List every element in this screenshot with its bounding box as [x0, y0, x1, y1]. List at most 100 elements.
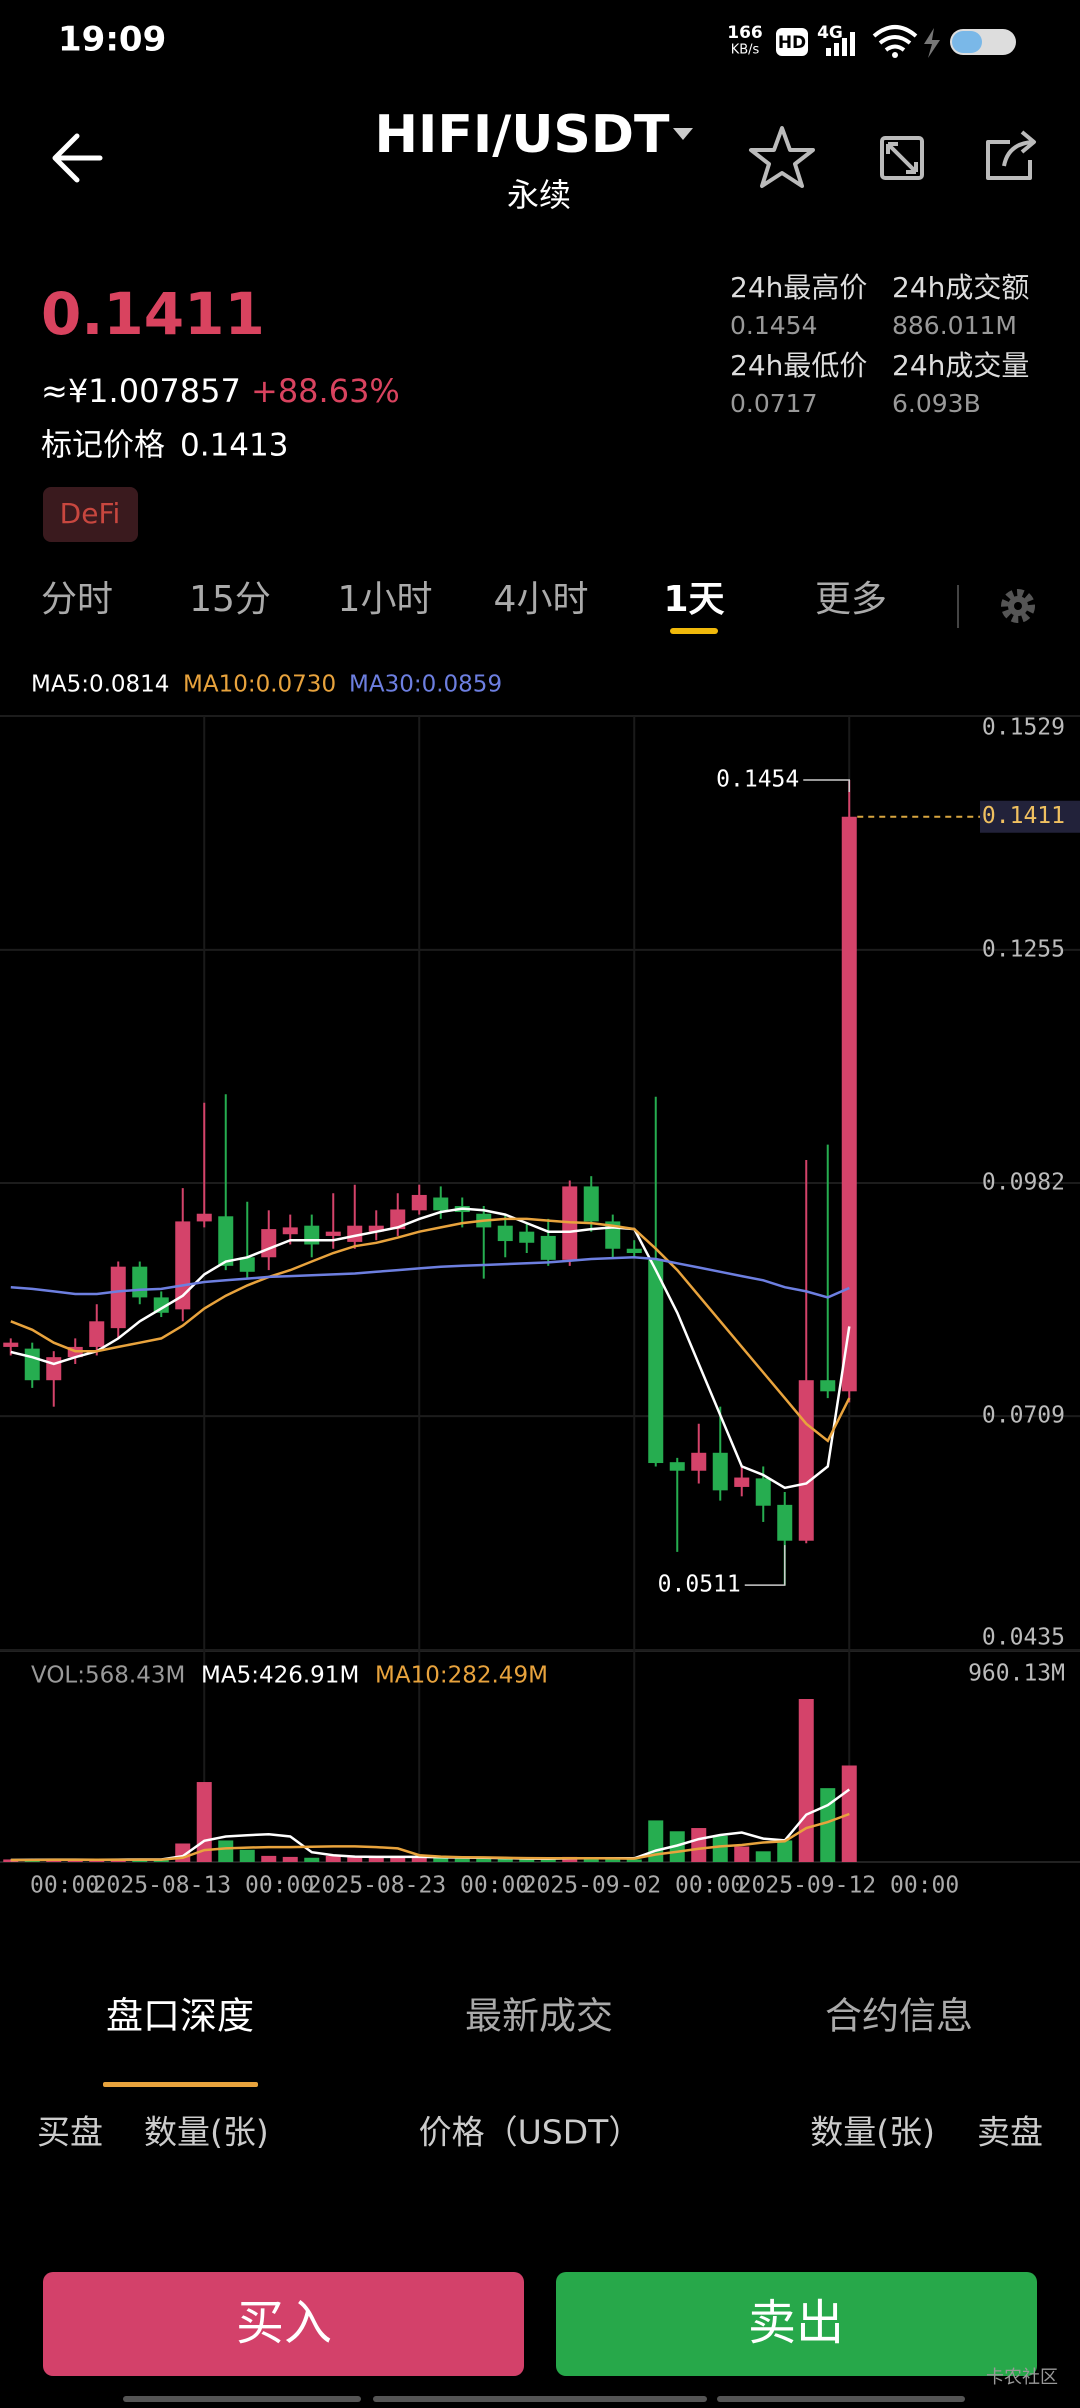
x-tick-label: 2025-08-23 00:00 [308, 1873, 530, 1899]
low-label: 0.0511 [658, 1572, 741, 1598]
favorite-button[interactable] [749, 126, 815, 188]
volume-bar [497, 1858, 513, 1862]
stat-value: 0.1454 [730, 311, 817, 340]
ma-legend: MA5:0.0814 [31, 672, 169, 698]
mark-price-label: 标记价格 [41, 428, 165, 464]
volume-legend: VOL:568.43M [31, 1663, 185, 1689]
candle-body [368, 1225, 384, 1232]
nav-bar [123, 2396, 361, 2402]
stat-value: 6.093B [892, 389, 981, 418]
book-tab[interactable]: 合约信息 [825, 1995, 973, 2038]
x-tick-label: 2025-09-12 00:00 [738, 1873, 960, 1899]
signal-bar [850, 32, 855, 56]
volume-bar [325, 1855, 341, 1862]
candle-body [777, 1504, 793, 1541]
candle-body [691, 1452, 707, 1471]
candle-body [282, 1227, 298, 1235]
interval-tab[interactable]: 4小时 [494, 579, 589, 620]
last-price: 0.1411 [41, 280, 265, 348]
stat-label: 24h最高价 [730, 271, 867, 304]
book-header: 买盘 [37, 2113, 103, 2152]
x-tick-label: 2025-09-02 00:00 [523, 1873, 745, 1899]
volume-bar [390, 1857, 406, 1862]
share-box [986, 140, 1032, 180]
low-marker [744, 1545, 786, 1586]
hd-icon [776, 28, 808, 56]
candle-body [583, 1186, 599, 1222]
fullscreen-button[interactable] [880, 136, 924, 180]
volume-bar [3, 1859, 19, 1862]
volume-bar [282, 1856, 298, 1862]
candle-body [153, 1297, 169, 1313]
candle-body [132, 1266, 148, 1298]
high-marker [803, 779, 850, 793]
volume-bar [239, 1849, 255, 1862]
interval-tab[interactable]: 1天 [663, 579, 724, 620]
stat-label: 24h成交额 [892, 271, 1029, 304]
stat-value: 886.011M [892, 311, 1017, 340]
candle-body [648, 1259, 664, 1464]
book-header: 数量(张) [144, 2113, 269, 2152]
volume-bar [583, 1857, 599, 1862]
sell-button[interactable] [556, 2272, 1037, 2376]
interval-tab[interactable]: 更多 [815, 579, 887, 620]
candle-body [841, 816, 857, 1392]
volume-bar [411, 1856, 427, 1862]
interval-tab[interactable]: 分时 [41, 579, 113, 620]
y-tick-label: 0.0709 [982, 1403, 1065, 1429]
volume-bar [841, 1765, 857, 1862]
volume-bar [712, 1835, 728, 1862]
current-price-box [980, 800, 1080, 833]
mark-price: 0.1413 [180, 428, 288, 464]
settings-button[interactable] [1001, 589, 1035, 623]
interval-tab[interactable]: 1小时 [338, 579, 433, 620]
volume-bar [433, 1857, 449, 1862]
volume-bar [605, 1858, 621, 1862]
net-unit: KB/s [731, 43, 760, 58]
candle-body [24, 1348, 40, 1381]
book-header: 价格（USDT） [419, 2113, 642, 2152]
volume-bar [368, 1857, 384, 1862]
back-button[interactable] [52, 133, 103, 183]
volume-bar [476, 1858, 492, 1862]
book-tab[interactable]: 最新成交 [465, 1995, 613, 2038]
candle-body [390, 1209, 406, 1230]
interval-tab[interactable]: 15分 [189, 579, 271, 620]
ma-line [10, 1217, 851, 1443]
book-header: 卖盘 [977, 2113, 1043, 2152]
sell-label: 卖出 [748, 2295, 844, 2351]
buy-button[interactable] [43, 2272, 524, 2376]
candle-body [261, 1229, 277, 1258]
y-tick-label: 0.0435 [982, 1625, 1065, 1651]
volume-ma-legend: MA10:282.49M [375, 1663, 548, 1689]
volume-bar [261, 1855, 277, 1862]
share-button[interactable] [986, 130, 1036, 180]
candle-body [540, 1235, 556, 1260]
volume-bar [454, 1858, 470, 1862]
signal-bar [826, 48, 831, 56]
candle-body [626, 1248, 642, 1254]
volume-bar [67, 1860, 83, 1862]
volume-bar [777, 1840, 793, 1862]
signal-bar [842, 38, 847, 56]
signal-bar [834, 43, 839, 56]
pair-title: HIFI/USDT [374, 105, 670, 165]
book-tab[interactable]: 盘口深度 [106, 1995, 254, 2038]
tag-label: DeFi [60, 497, 121, 530]
change-percent: +88.63% [251, 372, 400, 410]
volume-bar [626, 1859, 642, 1862]
contract-type: 永续 [507, 176, 571, 214]
charge-icon [924, 28, 940, 58]
nav-bar [373, 2396, 707, 2402]
candle-body [175, 1221, 191, 1310]
pair-dropdown[interactable] [673, 128, 693, 140]
book-tab-underline [103, 2082, 258, 2087]
volume-bar [218, 1840, 234, 1862]
candle-body [110, 1266, 126, 1329]
y-tick-label: 0.1529 [982, 715, 1065, 741]
ma-line [10, 1207, 851, 1490]
candle-body [433, 1197, 449, 1211]
buy-label: 买入 [236, 2295, 332, 2351]
